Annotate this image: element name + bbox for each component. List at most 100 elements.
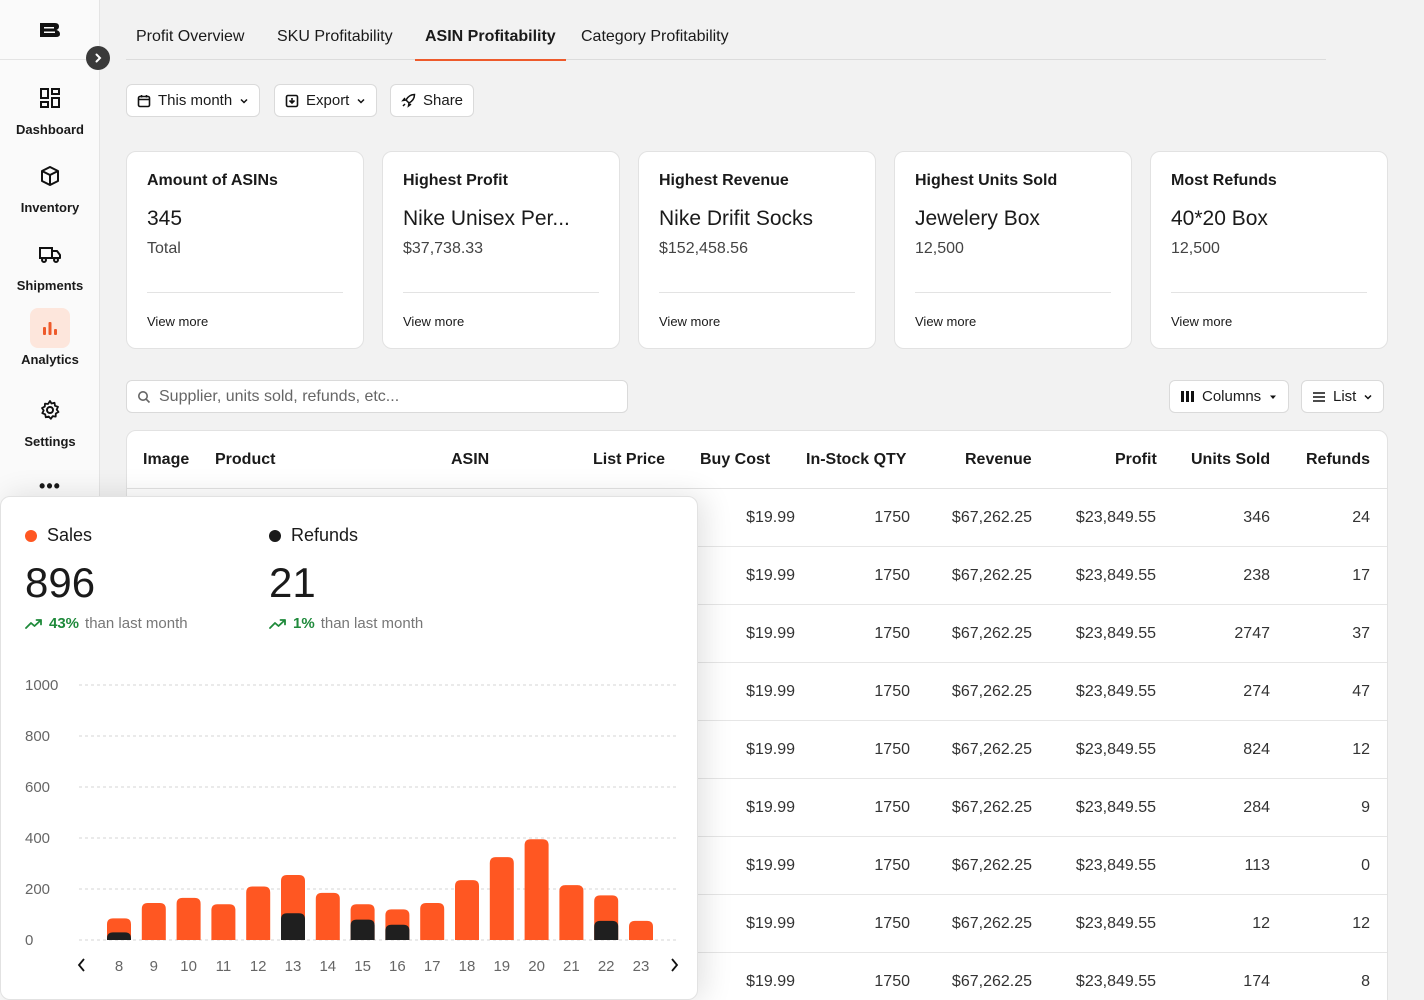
- column-header-buy-cost[interactable]: Buy Cost: [700, 451, 771, 468]
- sales-dot-icon: [25, 529, 37, 542]
- share-button[interactable]: Share: [390, 84, 475, 117]
- revenue-cell: $67,262.25: [951, 799, 1032, 816]
- units-sold-cell: 274: [1243, 683, 1270, 700]
- card-subtitle: Total: [147, 240, 181, 257]
- view-more-link[interactable]: View more: [659, 314, 721, 329]
- export-dropdown[interactable]: Export: [274, 84, 378, 117]
- export-icon: [285, 94, 299, 107]
- stat-card-highest-revenue: Highest Revenue Nike Drifit Socks $152,4…: [638, 151, 876, 349]
- search-input[interactable]: [159, 387, 599, 406]
- card-value: Nike Drifit Socks: [659, 207, 814, 230]
- sidebar-item-shipments[interactable]: Shipments: [0, 234, 100, 304]
- refunds-trend-text: than last month: [320, 615, 424, 632]
- sales-bar[interactable]: [176, 897, 201, 940]
- refunds-total: 21: [269, 559, 316, 606]
- column-header-asin[interactable]: ASIN: [451, 451, 490, 468]
- x-tick-label: 10: [180, 958, 197, 975]
- units-sold-cell: 284: [1243, 799, 1270, 816]
- sales-bar[interactable]: [455, 880, 479, 940]
- view-more-link[interactable]: View more: [403, 314, 465, 329]
- sales-bar[interactable]: [629, 920, 653, 940]
- view-more-link[interactable]: View more: [915, 314, 977, 329]
- x-tick-label: 22: [598, 958, 615, 975]
- column-header-in-stock-qty[interactable]: In-Stock QTY: [806, 451, 907, 468]
- tab-category-profitability[interactable]: Category Profitability: [581, 28, 729, 45]
- stat-card-most-refunds: Most Refunds 40*20 Box 12,500 View more: [1150, 151, 1388, 349]
- table-row[interactable]: $19.99 1750 $67,262.25 $23,849.55 274 47: [127, 663, 1387, 721]
- chevron-down-icon: [1364, 394, 1372, 400]
- tab-asin-profitability[interactable]: ASIN Profitability: [415, 28, 566, 61]
- chart-prev-chevron-icon[interactable]: [77, 958, 85, 972]
- date-range-dropdown[interactable]: This month: [126, 84, 261, 117]
- view-more-link[interactable]: View more: [147, 314, 209, 329]
- sales-bar[interactable]: [489, 857, 514, 940]
- share-label: Share: [423, 92, 464, 109]
- table-row[interactable]: $19.99 1750 $67,262.25 $23,849.55 113 0: [127, 837, 1387, 895]
- app-logo[interactable]: [0, 0, 100, 60]
- bar-chart-icon: [30, 308, 70, 348]
- chart-next-chevron-icon[interactable]: [671, 958, 679, 972]
- list-view-dropdown[interactable]: List: [1301, 380, 1385, 413]
- sales-bar[interactable]: [420, 903, 445, 940]
- tab-profit-overview[interactable]: Profit Overview: [136, 28, 245, 45]
- qty-cell: 1750: [874, 973, 910, 990]
- sales-bar[interactable]: [141, 903, 166, 940]
- card-value: 40*20 Box: [1171, 207, 1268, 230]
- x-tick-label: 21: [563, 958, 580, 975]
- x-tick-label: 11: [216, 958, 232, 975]
- sales-bar[interactable]: [211, 904, 236, 940]
- sales-total: 896: [25, 559, 96, 606]
- table-row[interactable]: $19.99 1750 $67,262.25 $23,849.55 238 17: [127, 547, 1387, 605]
- column-header-refunds[interactable]: Refunds: [1306, 451, 1370, 468]
- sales-bar[interactable]: [524, 839, 549, 940]
- table-row[interactable]: $19.99 1750 $67,262.25 $23,849.55 174 8: [127, 953, 1387, 1000]
- qty-cell: 1750: [874, 509, 910, 526]
- table-row[interactable]: $19.99 1750 $67,262.25 $23,849.55 12 12: [127, 895, 1387, 953]
- profit-cell: $23,849.55: [1075, 625, 1156, 642]
- columns-dropdown[interactable]: Columns: [1169, 380, 1290, 413]
- table-row[interactable]: $19.99 1750 $67,262.25 $23,849.55 2747 37: [127, 605, 1387, 663]
- more-menu-icon[interactable]: •••: [39, 476, 61, 496]
- column-header-units-sold[interactable]: Units Sold: [1191, 451, 1271, 468]
- refunds-cell: 24: [1352, 509, 1370, 526]
- tab-sku-profitability[interactable]: SKU Profitability: [277, 28, 393, 45]
- search-bar: [126, 380, 628, 413]
- x-tick-label: 15: [354, 958, 371, 975]
- view-more-link[interactable]: View more: [1171, 314, 1233, 329]
- table-row[interactable]: $19.99 1750 $67,262.25 $23,849.55 284 9: [127, 779, 1387, 837]
- legend-refunds-label: Refunds: [291, 525, 359, 545]
- refunds-bar[interactable]: [350, 919, 375, 940]
- units-sold-cell: 113: [1244, 857, 1270, 874]
- sidebar-item-analytics[interactable]: Analytics: [0, 308, 100, 378]
- export-label: Export: [306, 92, 350, 109]
- refunds-bar[interactable]: [594, 920, 619, 940]
- refunds-dot-icon: [269, 529, 281, 542]
- sales-bar[interactable]: [315, 892, 340, 940]
- sales-bar[interactable]: [246, 886, 271, 940]
- column-header-revenue[interactable]: Revenue: [965, 451, 1032, 468]
- buy-cost-cell: $19.99: [746, 915, 795, 932]
- sidebar-item-inventory[interactable]: Inventory: [0, 156, 100, 226]
- revenue-cell: $67,262.25: [951, 509, 1032, 526]
- sales-trend: 43% than last month: [25, 615, 188, 632]
- table-row[interactable]: $19.99 1750 $67,262.25 $23,849.55 346 24: [127, 489, 1387, 547]
- sales-bar[interactable]: [559, 885, 584, 940]
- sidebar-collapse-button[interactable]: [86, 46, 110, 70]
- refunds-bar[interactable]: [281, 913, 305, 940]
- buy-cost-cell: $19.99: [746, 799, 795, 816]
- refunds-trend-percent: 1%: [293, 615, 315, 632]
- sidebar-item-settings[interactable]: Settings: [0, 390, 100, 460]
- y-tick-label: 600: [25, 779, 50, 796]
- list-label: List: [1333, 388, 1357, 405]
- table-row[interactable]: $19.99 1750 $67,262.25 $23,849.55 824 12: [127, 721, 1387, 779]
- refunds-bar[interactable]: [107, 932, 131, 940]
- sidebar-item-dashboard[interactable]: Dashboard: [0, 78, 100, 148]
- refunds-bar[interactable]: [385, 924, 410, 940]
- column-header-profit[interactable]: Profit: [1115, 451, 1157, 468]
- column-header-list-price[interactable]: List Price: [593, 451, 666, 468]
- sidebar-item-label: Inventory: [20, 200, 80, 215]
- sales-refunds-chart-card: Sales Refunds 896 21 43% than last month…: [0, 496, 698, 1000]
- column-header-product[interactable]: Product: [215, 451, 276, 468]
- buy-cost-cell: $19.99: [746, 567, 795, 584]
- column-header-image[interactable]: Image: [143, 451, 190, 468]
